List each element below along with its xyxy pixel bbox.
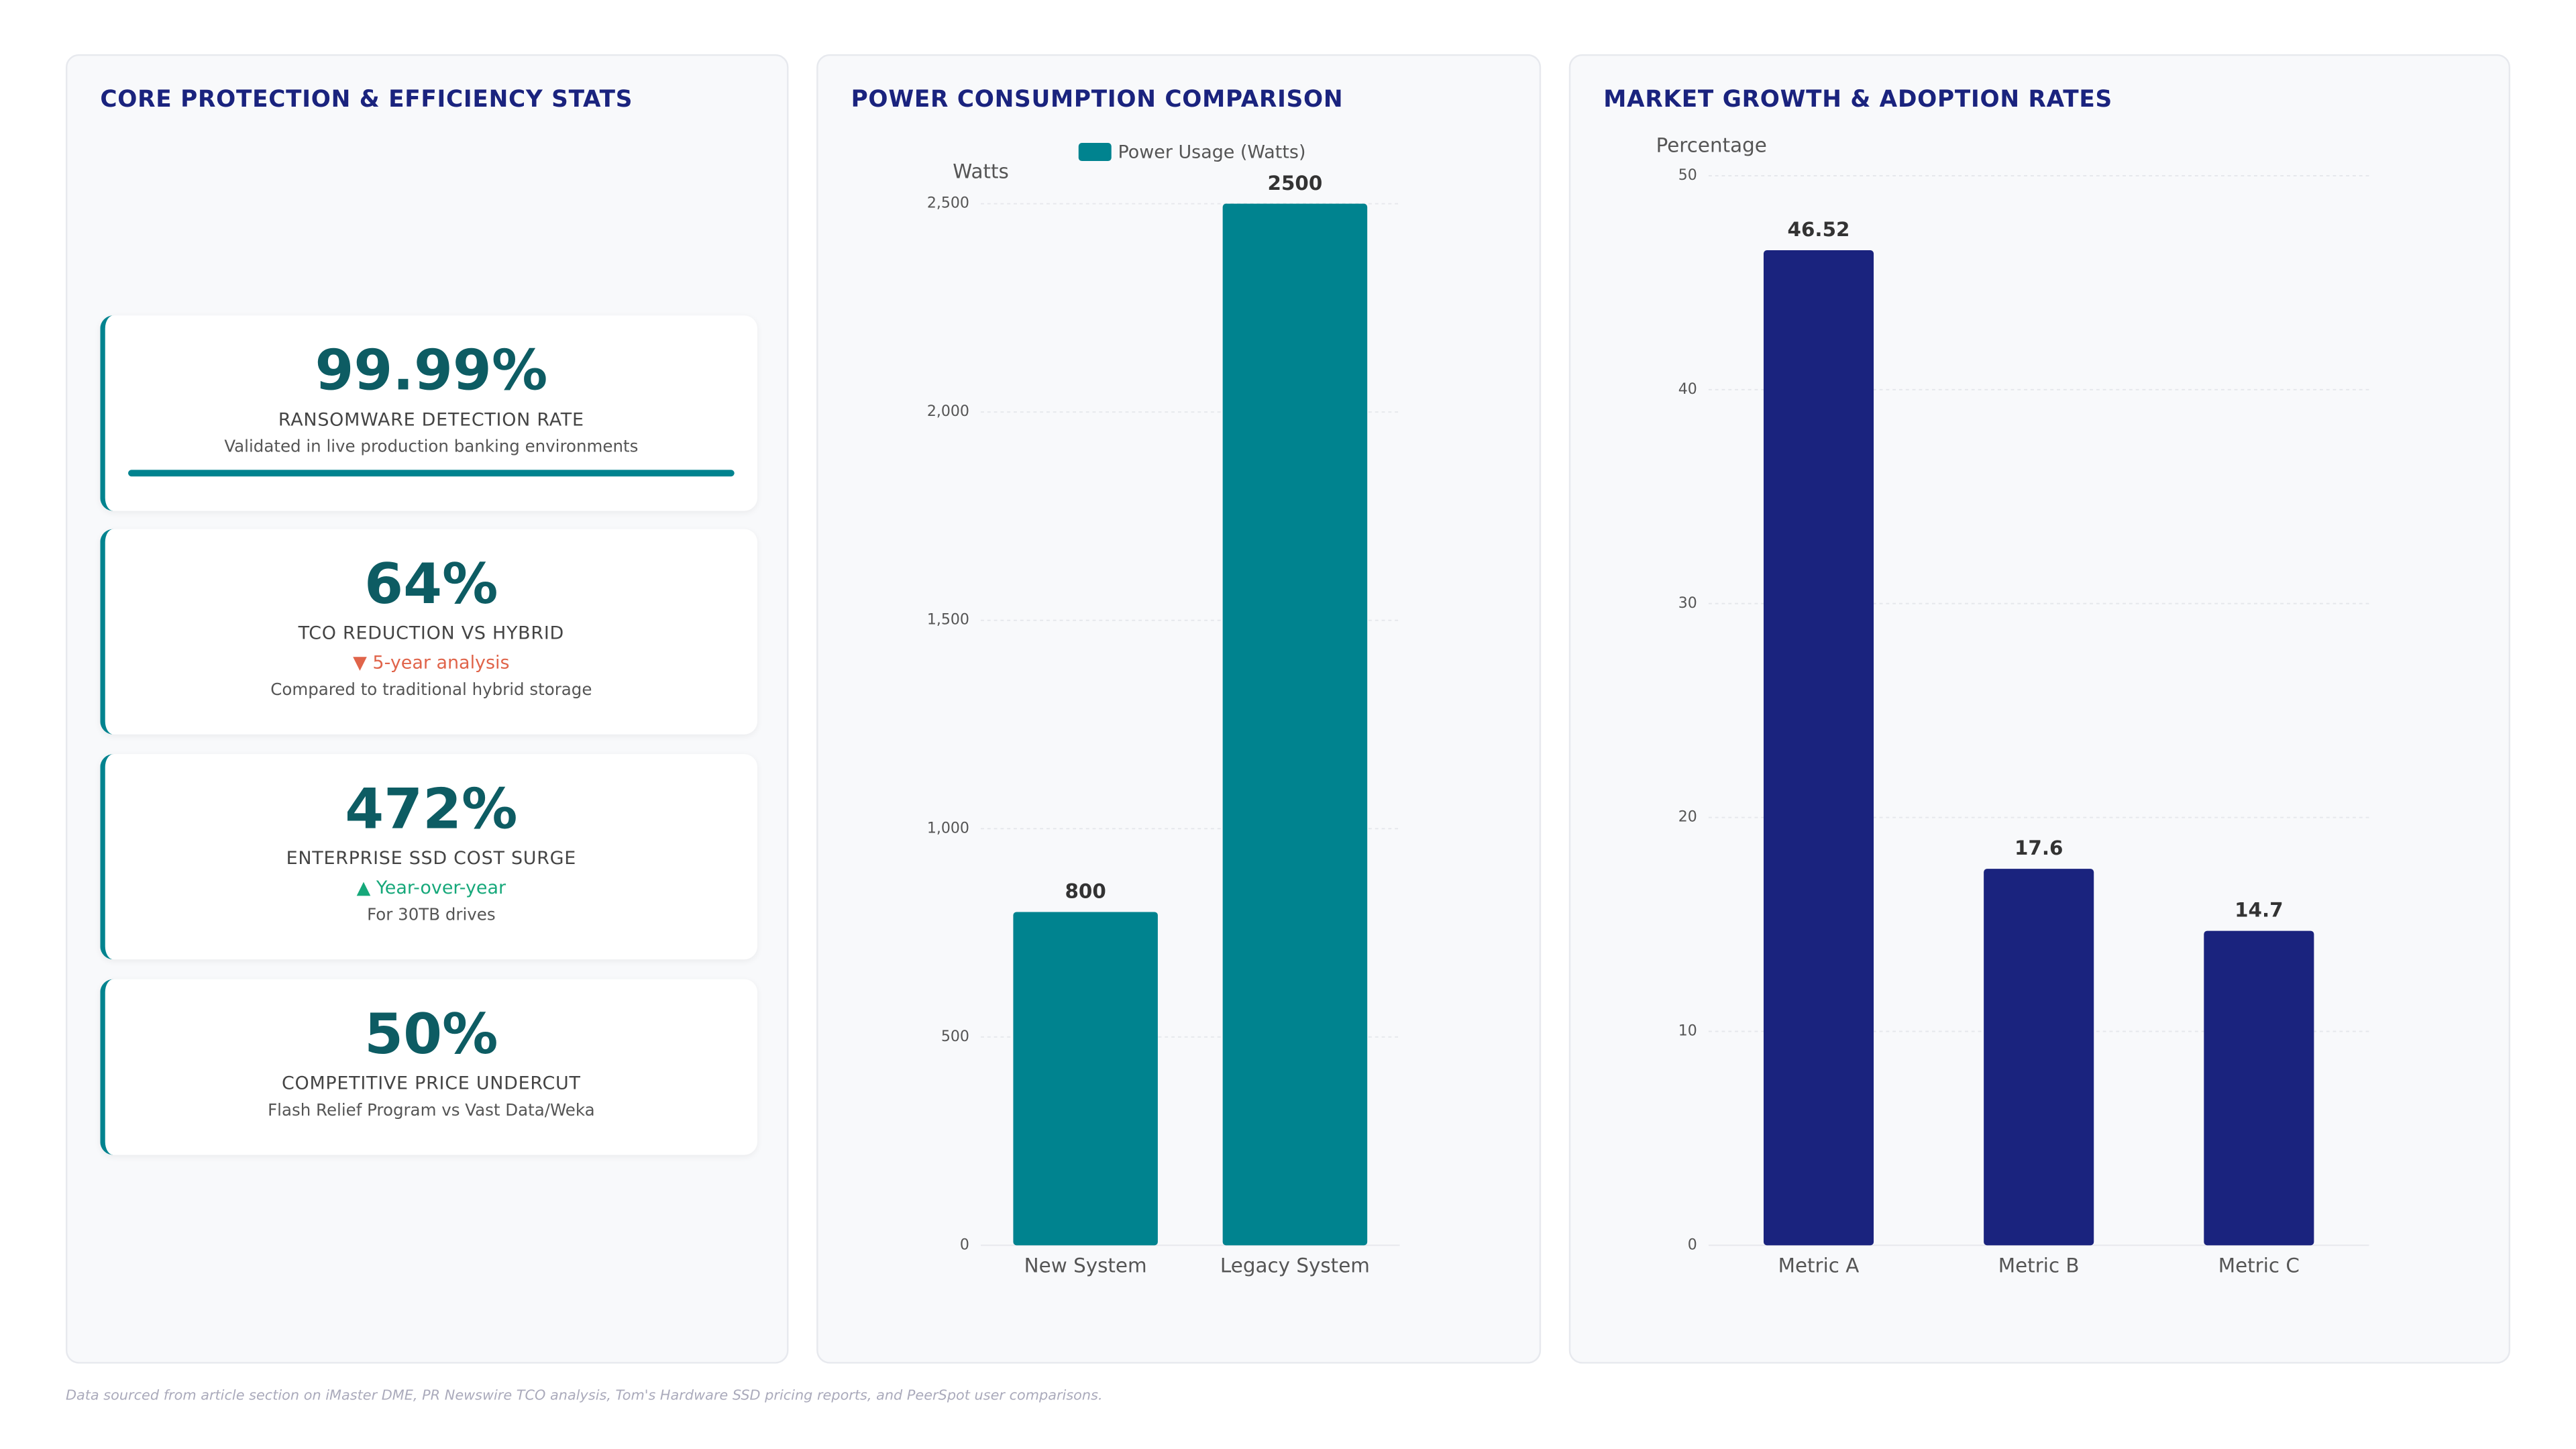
y-axis-label: Percentage [1656, 133, 1767, 156]
y-tick-label: 50 [1678, 167, 1697, 184]
y-tick-label: 0 [1688, 1236, 1697, 1253]
footer-note: Data sourced from article section on iMa… [65, 1388, 1103, 1405]
stat-value: 50% [364, 1002, 498, 1068]
x-tick-label: New System [1024, 1254, 1147, 1277]
y-tick-label: 10 [1678, 1022, 1697, 1039]
stat-trend: ▲ Year-over-year [356, 877, 506, 899]
y-tick-label: 2,000 [927, 403, 969, 420]
y-tick-label: 20 [1678, 809, 1697, 826]
x-tick-label: Legacy System [1220, 1254, 1370, 1277]
stat-note: Compared to traditional hybrid storage [270, 682, 592, 700]
bar [1222, 203, 1368, 1246]
stat-label: RANSOMWARE DETECTION RATE [278, 409, 584, 431]
stat-label: COMPETITIVE PRICE UNDERCUT [281, 1073, 581, 1095]
y-tick-label: 0 [960, 1236, 969, 1253]
stat-label: TCO REDUCTION VS HYBRID [298, 623, 565, 644]
y-axis-label: Watts [953, 160, 1009, 183]
stat-card: 50% COMPETITIVE PRICE UNDERCUT Flash Relie… [100, 979, 757, 1155]
y-tick-label: 500 [941, 1028, 969, 1045]
value-label: 800 [1065, 880, 1106, 903]
bar [1763, 250, 1874, 1246]
stat-note: Validated in live production banking env… [224, 438, 639, 457]
stat-card: 472% ENTERPRISE SSD COST SURGE ▲ Year-over… [100, 754, 757, 960]
stat-card: 64% TCO REDUCTION VS HYBRID ▼ 5-year analy… [100, 529, 757, 735]
x-tick-label: Metric A [1778, 1254, 1860, 1277]
y-tick-label: 1,500 [927, 612, 969, 629]
chart-panel: POWER CONSUMPTION COMPARISON [816, 54, 1542, 1364]
panel-title: MARKET GROWTH & ADOPTION RATES [1603, 87, 2112, 113]
y-tick-label: 30 [1678, 595, 1697, 612]
bar [2204, 930, 2314, 1246]
stat-label: ENTERPRISE SSD COST SURGE [286, 847, 577, 869]
stat-note: Flash Relief Program vs Vast Data/Weka [268, 1102, 595, 1121]
stat-value: 472% [345, 777, 518, 843]
stat-value: 64% [364, 551, 498, 618]
value-label: 17.6 [2015, 837, 2063, 859]
value-label: 46.52 [1788, 218, 1850, 241]
stat-value: 99.99% [315, 338, 548, 405]
bar [1013, 912, 1158, 1246]
x-tick-label: Metric C [2218, 1254, 2300, 1277]
legend-label: Power Usage (Watts) [1118, 142, 1306, 162]
panel-title: POWER CONSUMPTION COMPARISON [851, 87, 1344, 113]
stat-card: 99.99% RANSOMWARE DETECTION RATE Validated… [100, 315, 757, 511]
bar [1984, 869, 2094, 1246]
stats-panel: CORE PROTECTION & EFFICIENCY STATS 99.99… [65, 54, 789, 1364]
stat-note: For 30TB drives [367, 906, 496, 925]
y-tick-label: 2,500 [927, 195, 969, 212]
stat-trend: ▼ 5-year analysis [353, 652, 510, 674]
legend-swatch [1078, 143, 1112, 161]
y-tick-label: 1,000 [927, 820, 969, 837]
value-label: 14.7 [2235, 899, 2283, 922]
x-tick-label: Metric B [1998, 1254, 2080, 1277]
value-label: 2500 [1268, 172, 1323, 195]
y-tick-label: 40 [1678, 381, 1697, 398]
panel-title: CORE PROTECTION & EFFICIENCY STATS [100, 87, 633, 113]
progress-bar [128, 470, 735, 477]
